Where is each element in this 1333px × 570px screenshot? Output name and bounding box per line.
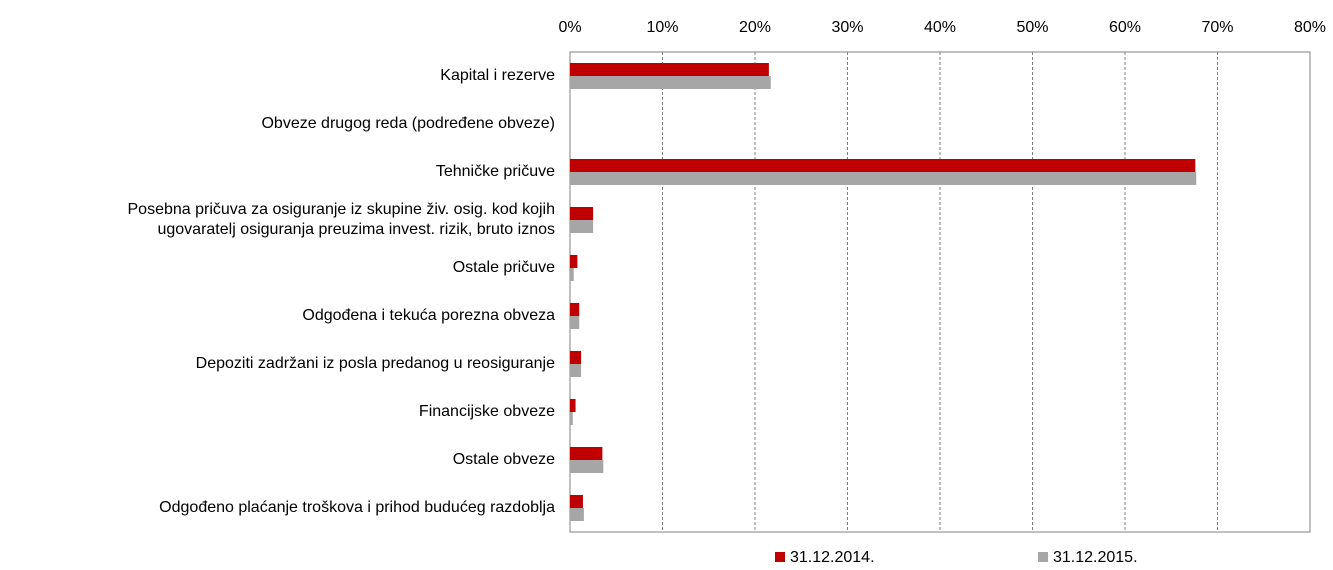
legend-swatch (1038, 552, 1048, 562)
bar (570, 364, 582, 377)
bar (570, 316, 580, 329)
y-tick-label: Obveze drugog reda (podređene obveze) (261, 115, 555, 132)
x-tick-label: 70% (1201, 19, 1233, 36)
x-tick-label: 20% (739, 19, 771, 36)
x-tick-label: 50% (1016, 19, 1048, 36)
x-tick-label: 30% (831, 19, 863, 36)
y-tick-label: Financijske obveze (419, 403, 555, 420)
x-tick-label: 60% (1109, 19, 1141, 36)
bar (570, 460, 604, 473)
bar (570, 220, 594, 233)
bar (570, 268, 574, 281)
bar (570, 412, 573, 425)
x-tick-label: 80% (1294, 19, 1326, 36)
plot-border (569, 51, 1311, 533)
legend-label: 31.12.2015. (1053, 549, 1138, 566)
bar (570, 172, 1197, 185)
y-tick-label: Kapital i rezerve (440, 67, 555, 84)
bar (570, 495, 583, 508)
bar (570, 447, 603, 460)
y-tick-label: Odgođeno plaćanje troškova i prihod budu… (159, 499, 555, 516)
x-tick-label: 0% (558, 19, 581, 36)
bar (570, 207, 594, 220)
x-tick-label: 40% (924, 19, 956, 36)
bar (570, 255, 578, 268)
y-tick-label: Ostale pričuve (453, 259, 555, 276)
legend-label: 31.12.2014. (790, 549, 875, 566)
y-tick-label: Odgođena i tekuća porezna obveza (302, 307, 555, 324)
bar (570, 303, 580, 316)
x-tick-label: 10% (646, 19, 678, 36)
bar (570, 351, 582, 364)
y-tick-label: Posebna pričuva za osiguranje iz skupine… (128, 201, 556, 238)
legend-swatch (775, 552, 785, 562)
y-tick-label: Tehničke pričuve (436, 163, 555, 180)
bar (570, 399, 576, 412)
bar (570, 63, 769, 76)
bar (570, 159, 1196, 172)
y-tick-label: Depoziti zadržani iz posla predanog u re… (196, 355, 555, 372)
bar (570, 508, 584, 521)
y-tick-label: Ostale obveze (453, 451, 555, 468)
bar (570, 76, 771, 89)
